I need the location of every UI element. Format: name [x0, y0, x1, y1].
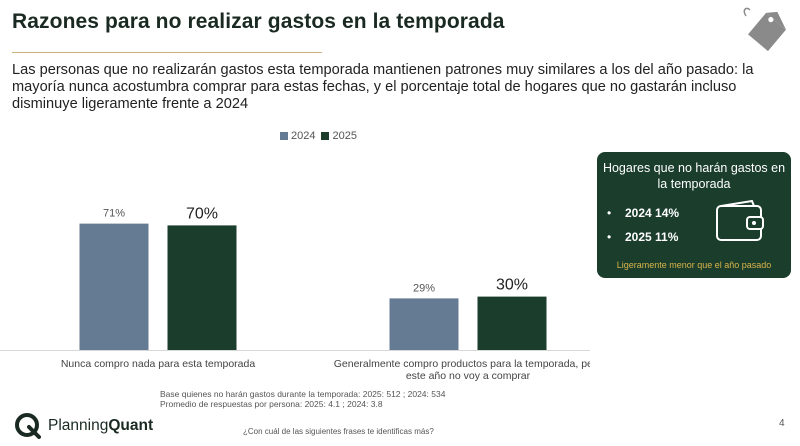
brand-name: PlanningQuant — [48, 417, 153, 435]
bullet-year: 2025 — [625, 230, 652, 244]
bar-2025-cat2 — [477, 296, 547, 350]
wallet-icon — [716, 200, 764, 241]
bullet-value: 11% — [655, 230, 679, 244]
footnote-base: Base quienes no harán gastos durante la … — [160, 389, 446, 399]
panel-bullets: • 2024 14% • 2025 11% — [607, 206, 679, 254]
page-title: Razones para no realizar gastos en la te… — [12, 10, 505, 33]
legend-item-2024: 2024 — [280, 130, 315, 142]
legend-swatch-2025 — [321, 132, 330, 140]
legend-label-2024: 2024 — [291, 130, 316, 142]
bar-2025-cat1 — [167, 225, 237, 350]
chart-legend: 2024 2025 — [280, 130, 363, 142]
survey-question: ¿Con cuál de las siguientes frases te id… — [243, 427, 434, 436]
brand-logo: PlanningQuant — [14, 412, 153, 440]
data-label-2024-cat1: 71% — [103, 208, 125, 220]
bar-chart: 71% 70% Nunca compro nada para esta tempor… — [0, 205, 590, 382]
data-label-2025-cat2: 30% — [496, 277, 528, 294]
data-label-2024-cat2: 29% — [413, 282, 435, 294]
brand-name-bold: Quant — [108, 417, 154, 434]
bullet-dot: • — [607, 230, 612, 244]
category-label-1-line1: Nunca compro nada para esta temporada — [61, 358, 256, 370]
panel-title: Hogares que no harán gastos en la tempor… — [602, 161, 786, 191]
legend-swatch-2024 — [280, 132, 288, 140]
summary-panel: Hogares que no harán gastos en la tempor… — [597, 152, 791, 278]
panel-bullet-2024: • 2024 14% — [607, 206, 679, 220]
subtitle: Las personas que no realizarán gastos es… — [12, 62, 754, 112]
page-number: 4 — [779, 418, 785, 429]
panel-note: Ligeramente menor que el año pasado — [616, 260, 772, 270]
bullet-value: 14% — [655, 206, 680, 220]
legend-item-2025: 2025 — [321, 130, 357, 142]
footnotes: Base quienes no harán gastos durante la … — [160, 389, 445, 409]
footnote-average: Promedio de respuestas por persona: 2025… — [160, 399, 383, 409]
legend-label-2025: 2025 — [332, 130, 357, 142]
brand-name-light: Planning — [48, 417, 109, 434]
price-tag-icon — [743, 7, 786, 52]
bullet-dot: • — [607, 206, 612, 220]
bar-2024-cat2 — [389, 298, 459, 350]
panel-bullet-2025: • 2025 11% — [607, 230, 679, 244]
category-label-2-line2: este año no voy a comprar — [406, 370, 531, 382]
data-label-2025-cat1: 70% — [186, 205, 218, 222]
planningquant-logo-icon — [15, 413, 41, 439]
category-label-2-line1: Generalmente compro productos para la te… — [334, 358, 590, 370]
bullet-year: 2024 — [625, 206, 652, 220]
title-divider — [12, 52, 322, 53]
bar-2024-cat1 — [79, 223, 149, 350]
